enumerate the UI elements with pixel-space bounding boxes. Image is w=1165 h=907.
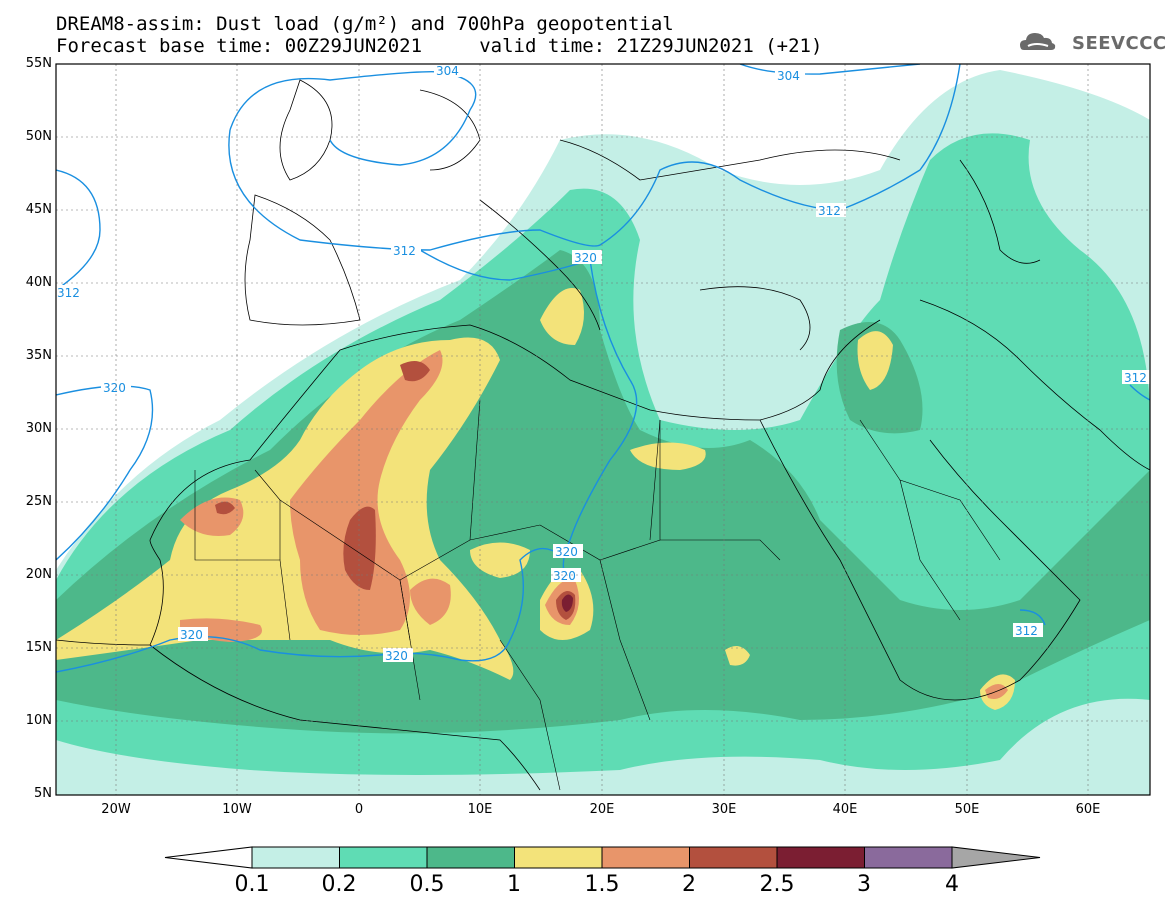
lat-label: 45N xyxy=(25,202,52,217)
lon-label: 10W xyxy=(222,802,252,817)
lat-label: 15N xyxy=(25,640,52,655)
lat-label: 35N xyxy=(25,348,52,363)
colorbar-label: 1 xyxy=(507,872,521,897)
map-title: DREAM8-assim: Dust load (g/m²) and 700hP… xyxy=(56,13,674,35)
lat-label: 10N xyxy=(25,713,52,728)
lat-label: 30N xyxy=(25,421,52,436)
lon-label: 30E xyxy=(711,802,737,817)
lon-label: 10E xyxy=(467,802,493,817)
colorbar-label: 2 xyxy=(682,872,696,897)
lat-label: 40N xyxy=(25,275,52,290)
lat-label: 55N xyxy=(25,56,52,71)
seevccc-logo-text: SEEVCCC xyxy=(1072,33,1165,54)
colorbar-label: 4 xyxy=(945,872,959,897)
contour-label: 320 xyxy=(385,649,408,663)
colorbar-label: 1.5 xyxy=(584,872,620,897)
lon-label: 40E xyxy=(832,802,858,817)
contour-label: 320 xyxy=(103,381,126,395)
lon-label: 20E xyxy=(589,802,615,817)
contour-labels: 304 304 312 312 312 312 320 320 320 320 … xyxy=(56,63,1150,663)
colorbar-label: 0.5 xyxy=(409,872,445,897)
contour-label: 304 xyxy=(436,64,459,78)
lat-label: 5N xyxy=(34,786,52,801)
map-subtitle: Forecast base time: 00Z29JUN2021 valid t… xyxy=(56,35,823,57)
contour-label: 320 xyxy=(553,569,576,583)
borders xyxy=(194,399,1001,791)
contour-label: 320 xyxy=(555,545,578,559)
lat-label: 50N xyxy=(25,129,52,144)
colorbar-label: 3 xyxy=(857,872,871,897)
contour-label: 320 xyxy=(574,251,597,265)
dust-field xyxy=(56,70,1150,795)
lon-label: 0 xyxy=(354,802,364,817)
contour-label: 312 xyxy=(1124,371,1147,385)
contour-label: 312 xyxy=(57,286,80,300)
contour-label: 304 xyxy=(777,69,800,83)
lat-label: 20N xyxy=(25,567,52,582)
contour-label: 312 xyxy=(393,244,416,258)
contour-label: 312 xyxy=(818,204,841,218)
coastlines xyxy=(56,79,1150,791)
lon-label: 20W xyxy=(101,802,131,817)
lon-label: 60E xyxy=(1075,802,1101,817)
graticule xyxy=(56,64,1150,795)
map-frame xyxy=(55,63,1151,796)
seevccc-logo-icon xyxy=(1020,33,1056,50)
contour-label: 312 xyxy=(1015,624,1038,638)
colorbar-label: 0.1 xyxy=(234,872,270,897)
lon-label: 50E xyxy=(954,802,980,817)
colorbar-label: 2.5 xyxy=(759,872,795,897)
lat-label: 25N xyxy=(25,494,52,509)
colorbar-label: 0.2 xyxy=(321,872,357,897)
contour-label: 320 xyxy=(180,628,203,642)
